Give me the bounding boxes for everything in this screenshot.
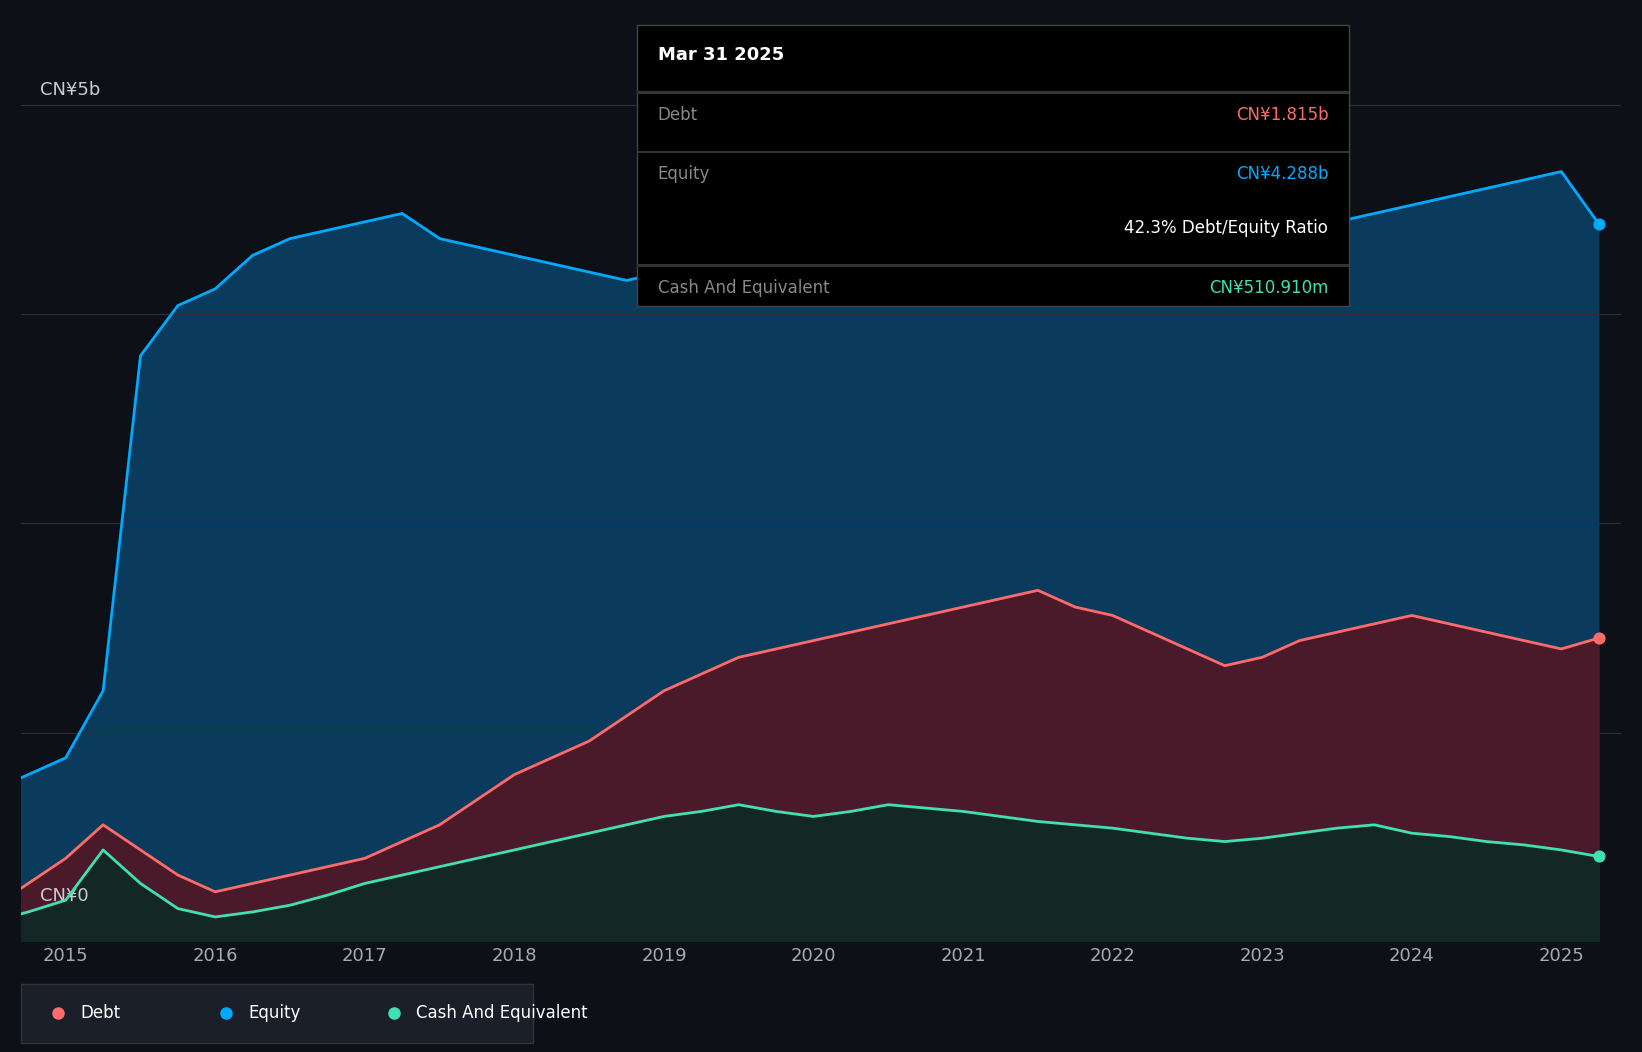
Text: Mar 31 2025: Mar 31 2025 — [658, 45, 783, 64]
Text: 42.3% Debt/Equity Ratio: 42.3% Debt/Equity Ratio — [1125, 219, 1328, 237]
Point — [1586, 216, 1612, 232]
Text: CN¥510.910m: CN¥510.910m — [1209, 279, 1328, 297]
Text: Cash And Equivalent: Cash And Equivalent — [415, 1004, 588, 1021]
FancyBboxPatch shape — [637, 264, 1350, 267]
Text: Debt: Debt — [80, 1004, 120, 1021]
FancyBboxPatch shape — [637, 150, 1350, 154]
FancyBboxPatch shape — [21, 984, 534, 1044]
Text: CN¥0: CN¥0 — [39, 887, 89, 905]
Text: Equity: Equity — [248, 1004, 300, 1021]
Text: CN¥4.288b: CN¥4.288b — [1236, 165, 1328, 183]
Point — [1586, 848, 1612, 865]
Text: CN¥1.815b: CN¥1.815b — [1236, 105, 1328, 123]
Text: Equity: Equity — [658, 165, 709, 183]
Point — [1586, 630, 1612, 647]
FancyBboxPatch shape — [637, 25, 1350, 306]
FancyBboxPatch shape — [637, 90, 1350, 94]
Text: Debt: Debt — [658, 105, 698, 123]
Text: CN¥5b: CN¥5b — [39, 81, 100, 99]
Text: Cash And Equivalent: Cash And Equivalent — [658, 279, 829, 297]
